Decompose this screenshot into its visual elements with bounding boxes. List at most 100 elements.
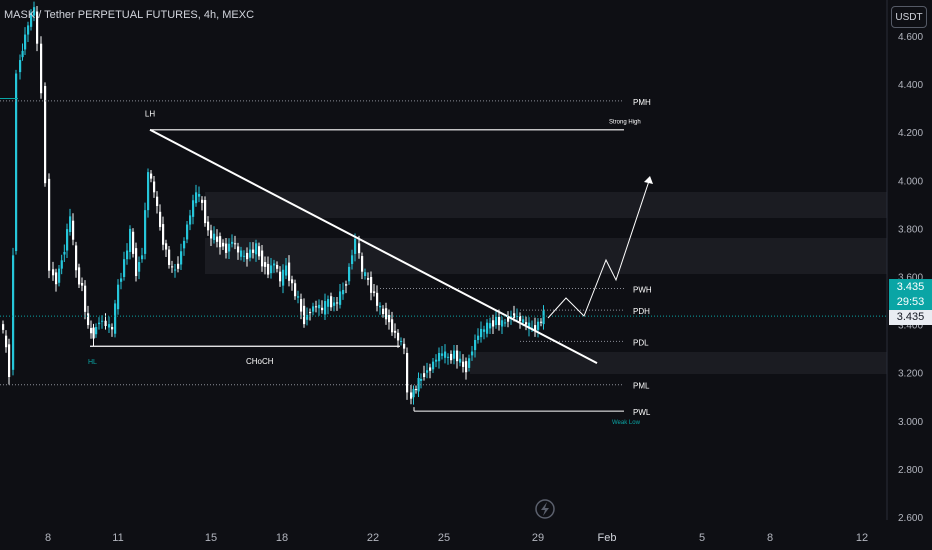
candle-body (231, 241, 234, 244)
candle-body (273, 263, 276, 266)
candle-body (8, 344, 11, 378)
candle-body (432, 361, 435, 370)
candle-body (306, 314, 309, 320)
candle-body (255, 243, 258, 255)
candle-body (364, 272, 367, 277)
x-tick-label: 22 (367, 532, 379, 544)
candle-body (92, 327, 95, 339)
candle-body (168, 249, 171, 265)
candle-body (189, 215, 192, 225)
candle-body (114, 303, 117, 334)
candle-body (177, 263, 180, 269)
candle-body (171, 266, 174, 268)
candle-body (468, 358, 471, 368)
candle-body (510, 316, 513, 318)
candle-body (351, 255, 354, 264)
candle-body (315, 306, 318, 308)
price-tag-last: 3.435 29:53 (889, 279, 932, 311)
candle-body (420, 378, 423, 381)
candle-body (12, 255, 15, 370)
candle-body (348, 266, 351, 282)
candle-body (201, 199, 204, 203)
candle-body (456, 350, 459, 362)
candle-body (537, 321, 540, 330)
candle-body (33, 7, 36, 16)
candle-body (69, 216, 72, 233)
candle-body (444, 351, 447, 358)
candle-body (453, 350, 456, 359)
candle-body (300, 299, 303, 312)
candle-body (30, 12, 33, 27)
candle-body (165, 243, 168, 250)
candle-body (516, 315, 519, 317)
candle-body (540, 321, 543, 323)
candle-body (333, 302, 336, 306)
candle-body (138, 262, 141, 272)
candle-body (159, 211, 162, 227)
candle-body (361, 256, 364, 272)
candle-body (324, 301, 327, 315)
candle-body (213, 233, 216, 240)
candle-body (507, 316, 510, 322)
candle-body (264, 262, 267, 267)
candle-body (403, 343, 406, 349)
x-axis: 8 11 15 18 22 25 29 Feb 5 8 12 (45, 532, 868, 544)
candle-body (198, 194, 201, 197)
chart-title: MASK / Tether PERPETUAL FUTURES, 4h, MEX… (4, 9, 255, 21)
candle-body (465, 361, 468, 373)
candle-body (474, 339, 477, 351)
candle-body (486, 322, 489, 334)
candle-body (150, 173, 153, 179)
level-label-pwh: PWH (633, 286, 652, 295)
candle-body (429, 367, 432, 371)
candle-body (513, 313, 516, 318)
candle-body (477, 335, 480, 340)
y-tick-label: 2.600 (898, 513, 923, 524)
candle-body (367, 277, 370, 280)
candle-body (410, 392, 413, 399)
candle-body (291, 279, 294, 284)
candle-body (219, 236, 222, 248)
lightning-icon[interactable] (535, 499, 555, 519)
trendline[interactable] (149, 128, 598, 364)
candle-body (534, 325, 537, 332)
candle-body (379, 305, 382, 308)
candle-body (426, 370, 429, 373)
candle-body (72, 220, 75, 240)
x-tick-label: 15 (205, 532, 217, 544)
candle-body (156, 196, 159, 207)
level-label-pwl: PWL (633, 408, 651, 417)
zone-lower (470, 352, 887, 374)
candle-body (81, 282, 84, 286)
candle-body (542, 310, 545, 325)
candle-body (309, 312, 312, 314)
candle-body (288, 262, 291, 281)
zone-middle (205, 238, 887, 274)
candle-body (417, 377, 420, 392)
currency-button[interactable]: USDT (891, 6, 927, 28)
candle-body (471, 351, 474, 356)
candle-body (111, 327, 114, 330)
candle-body (52, 269, 55, 276)
candle-body (435, 359, 438, 362)
candle-body (388, 314, 391, 323)
candle-body (249, 249, 252, 258)
candle-body (78, 267, 81, 285)
candle-body (285, 265, 288, 276)
candle-body (195, 192, 198, 204)
candle-body (95, 327, 98, 335)
candle-body (60, 260, 63, 269)
candle-body (126, 250, 129, 260)
candle-body (104, 320, 107, 327)
candle-body (391, 319, 394, 333)
y-tick-label: 4.400 (898, 80, 923, 91)
candle-body (522, 319, 525, 323)
candle-body (21, 50, 24, 58)
candle-body (382, 308, 385, 315)
annotation-weak-low: Weak Low (612, 420, 641, 426)
candle-body (528, 322, 531, 329)
candle-body (222, 242, 225, 247)
level-label-pdl: PDL (633, 338, 649, 347)
candle-body (84, 285, 87, 312)
